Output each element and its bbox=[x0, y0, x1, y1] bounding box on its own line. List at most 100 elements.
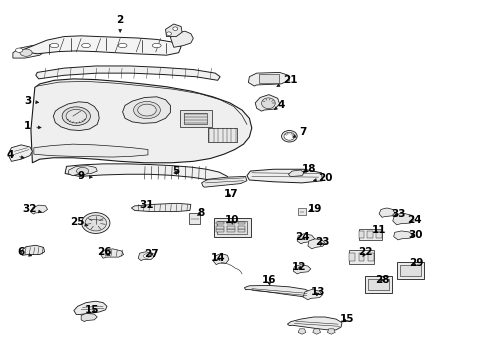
Text: 7: 7 bbox=[292, 127, 306, 137]
Bar bbox=[217, 221, 247, 234]
Bar bbox=[216, 222, 224, 225]
Bar bbox=[207, 129, 237, 142]
Bar bbox=[348, 250, 373, 264]
Ellipse shape bbox=[16, 48, 23, 52]
Polygon shape bbox=[65, 164, 227, 181]
Polygon shape bbox=[213, 253, 228, 265]
Text: 32: 32 bbox=[22, 204, 41, 215]
Text: 12: 12 bbox=[291, 262, 306, 272]
Text: 8: 8 bbox=[197, 208, 204, 218]
Bar bbox=[365, 276, 391, 293]
Text: 23: 23 bbox=[315, 237, 329, 247]
Ellipse shape bbox=[172, 27, 177, 31]
Ellipse shape bbox=[152, 43, 161, 48]
Polygon shape bbox=[34, 144, 148, 157]
Text: 29: 29 bbox=[408, 258, 423, 268]
Polygon shape bbox=[255, 95, 279, 111]
Polygon shape bbox=[36, 66, 220, 80]
Text: 33: 33 bbox=[390, 209, 405, 219]
Polygon shape bbox=[81, 314, 97, 321]
Bar bbox=[358, 253, 364, 261]
Text: 2: 2 bbox=[116, 15, 123, 32]
Text: 24: 24 bbox=[294, 232, 309, 242]
Polygon shape bbox=[31, 79, 251, 163]
Polygon shape bbox=[21, 245, 44, 255]
Polygon shape bbox=[101, 249, 123, 258]
Text: 20: 20 bbox=[313, 173, 331, 183]
Bar bbox=[237, 222, 245, 225]
Bar bbox=[367, 253, 373, 261]
Text: 13: 13 bbox=[310, 287, 324, 297]
Text: 6: 6 bbox=[18, 247, 32, 257]
Polygon shape bbox=[312, 329, 320, 334]
Polygon shape bbox=[31, 205, 47, 214]
Ellipse shape bbox=[81, 43, 90, 48]
Ellipse shape bbox=[133, 102, 160, 119]
Text: 16: 16 bbox=[261, 275, 276, 285]
Text: 9: 9 bbox=[78, 171, 92, 181]
Polygon shape bbox=[170, 31, 193, 47]
Bar bbox=[375, 231, 381, 238]
Text: 22: 22 bbox=[357, 247, 372, 257]
Text: 21: 21 bbox=[276, 75, 298, 86]
Bar bbox=[348, 253, 354, 261]
Polygon shape bbox=[287, 317, 341, 330]
Ellipse shape bbox=[50, 43, 59, 48]
Bar bbox=[298, 208, 305, 215]
Text: 14: 14 bbox=[210, 253, 224, 263]
Bar bbox=[216, 229, 224, 232]
Text: 3: 3 bbox=[24, 96, 39, 106]
Ellipse shape bbox=[138, 104, 156, 116]
Polygon shape bbox=[248, 72, 289, 86]
Text: 18: 18 bbox=[301, 164, 315, 174]
Polygon shape bbox=[392, 213, 413, 225]
Ellipse shape bbox=[20, 49, 32, 56]
Ellipse shape bbox=[166, 32, 171, 36]
Text: 30: 30 bbox=[407, 230, 422, 239]
Bar bbox=[189, 213, 200, 224]
Bar bbox=[366, 231, 372, 238]
Bar bbox=[180, 110, 211, 127]
Polygon shape bbox=[327, 329, 334, 334]
Text: 4: 4 bbox=[7, 150, 24, 160]
Polygon shape bbox=[297, 234, 314, 244]
Ellipse shape bbox=[118, 43, 127, 48]
Bar bbox=[259, 75, 278, 84]
Polygon shape bbox=[53, 102, 99, 131]
Text: 11: 11 bbox=[370, 225, 385, 235]
Text: 25: 25 bbox=[70, 217, 88, 227]
Bar bbox=[399, 265, 420, 276]
Text: 15: 15 bbox=[85, 305, 100, 315]
Polygon shape bbox=[131, 203, 190, 212]
Polygon shape bbox=[13, 44, 47, 58]
Bar bbox=[226, 229, 234, 232]
Bar bbox=[226, 226, 234, 229]
Bar bbox=[183, 113, 207, 124]
Polygon shape bbox=[20, 36, 181, 55]
Polygon shape bbox=[201, 176, 246, 187]
Polygon shape bbox=[74, 301, 107, 315]
Ellipse shape bbox=[143, 254, 149, 258]
Text: 5: 5 bbox=[172, 166, 180, 176]
Polygon shape bbox=[293, 265, 310, 274]
Polygon shape bbox=[378, 208, 394, 217]
Ellipse shape bbox=[85, 215, 106, 231]
Text: 19: 19 bbox=[307, 204, 322, 214]
Text: 28: 28 bbox=[374, 275, 388, 285]
Polygon shape bbox=[393, 231, 412, 240]
Text: 26: 26 bbox=[97, 247, 111, 257]
Ellipse shape bbox=[281, 131, 297, 142]
Text: 1: 1 bbox=[24, 121, 41, 131]
Polygon shape bbox=[307, 239, 325, 249]
Bar bbox=[358, 229, 381, 240]
Bar bbox=[216, 226, 224, 229]
Bar bbox=[237, 229, 245, 232]
Polygon shape bbox=[138, 252, 154, 261]
Polygon shape bbox=[122, 97, 170, 123]
Text: 4: 4 bbox=[274, 100, 284, 110]
Text: 24: 24 bbox=[406, 215, 421, 225]
Text: 31: 31 bbox=[140, 200, 154, 210]
Text: 17: 17 bbox=[223, 189, 238, 199]
Text: 27: 27 bbox=[144, 248, 159, 258]
Polygon shape bbox=[165, 24, 182, 37]
